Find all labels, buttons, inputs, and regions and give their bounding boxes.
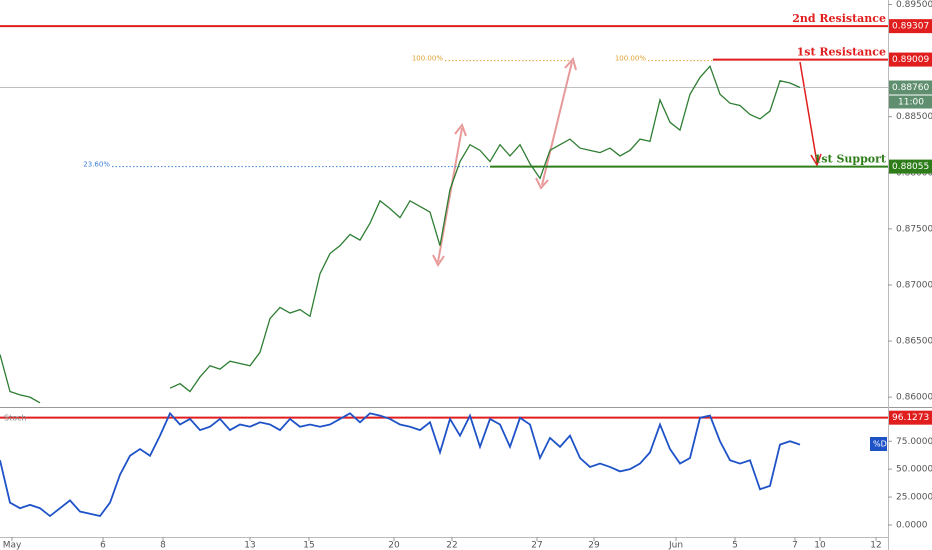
x-tick-label: 29 [588, 541, 600, 550]
x-tick-label: May [3, 541, 22, 550]
x-tick-label: 13 [244, 541, 255, 550]
y-tick-label: 0.89500 [896, 0, 932, 10]
x-tick-label: 7 [792, 541, 798, 550]
y-tick-label: 0.87000 [896, 280, 932, 290]
y-tick-label: 0.86000 [896, 393, 932, 403]
level-label: 1st Resistance [797, 46, 886, 59]
y-tick-label: 0.88500 [896, 112, 932, 122]
fib-label: 100.00% [412, 55, 443, 63]
legend-entry: %D [873, 440, 887, 449]
level-value-label-box [889, 410, 932, 425]
legend-box [870, 437, 887, 451]
pattern-arrows [432, 56, 577, 267]
y-tick-label: 75.0000 [896, 437, 932, 447]
level-price-label: 0.89009 [892, 55, 929, 65]
series-line [0, 64, 801, 404]
y-tick-label: 25.0000 [896, 493, 932, 503]
x-tick-label: 27 [531, 541, 542, 550]
current-price-label-box [889, 80, 932, 95]
level-value-label: 96.1273 [892, 413, 929, 423]
x-tick-label: 10 [814, 541, 826, 550]
time-label: 11:00 [898, 98, 924, 108]
fib-label: 100.00% [615, 55, 646, 63]
x-tick-label: 12 [870, 541, 881, 550]
x-tick-label: 15 [303, 541, 314, 550]
x-tick-label: 5 [732, 541, 738, 550]
level-price-label-box [889, 19, 932, 34]
level-price-label: 0.89307 [892, 22, 929, 32]
x-tick-label: 8 [160, 541, 166, 550]
level-label: 1st Support [814, 153, 887, 166]
x-tick-label: 22 [446, 541, 457, 550]
level-price-label-box [889, 159, 932, 174]
time-box [889, 95, 932, 109]
forecast-arrow [799, 61, 822, 167]
y-tick-label: 0.0000 [896, 520, 928, 530]
x-tick-label: 6 [100, 541, 106, 550]
y-tick-label: 0.87500 [896, 224, 932, 234]
level-price-label: 0.88055 [892, 162, 929, 172]
panel-label: Stoch [4, 414, 27, 423]
y-tick-label: 0.86500 [896, 337, 932, 347]
series-line [0, 411, 801, 518]
level-label: 2nd Resistance [792, 12, 886, 25]
y-tick-label: 50.0000 [896, 465, 932, 475]
x-tick-label: 20 [388, 541, 400, 550]
x-tick-label: Jun [668, 541, 683, 550]
level-price-label-box [889, 52, 932, 67]
fib-label: 23.60% [83, 161, 110, 169]
current-price-label: 0.88760 [892, 83, 929, 93]
